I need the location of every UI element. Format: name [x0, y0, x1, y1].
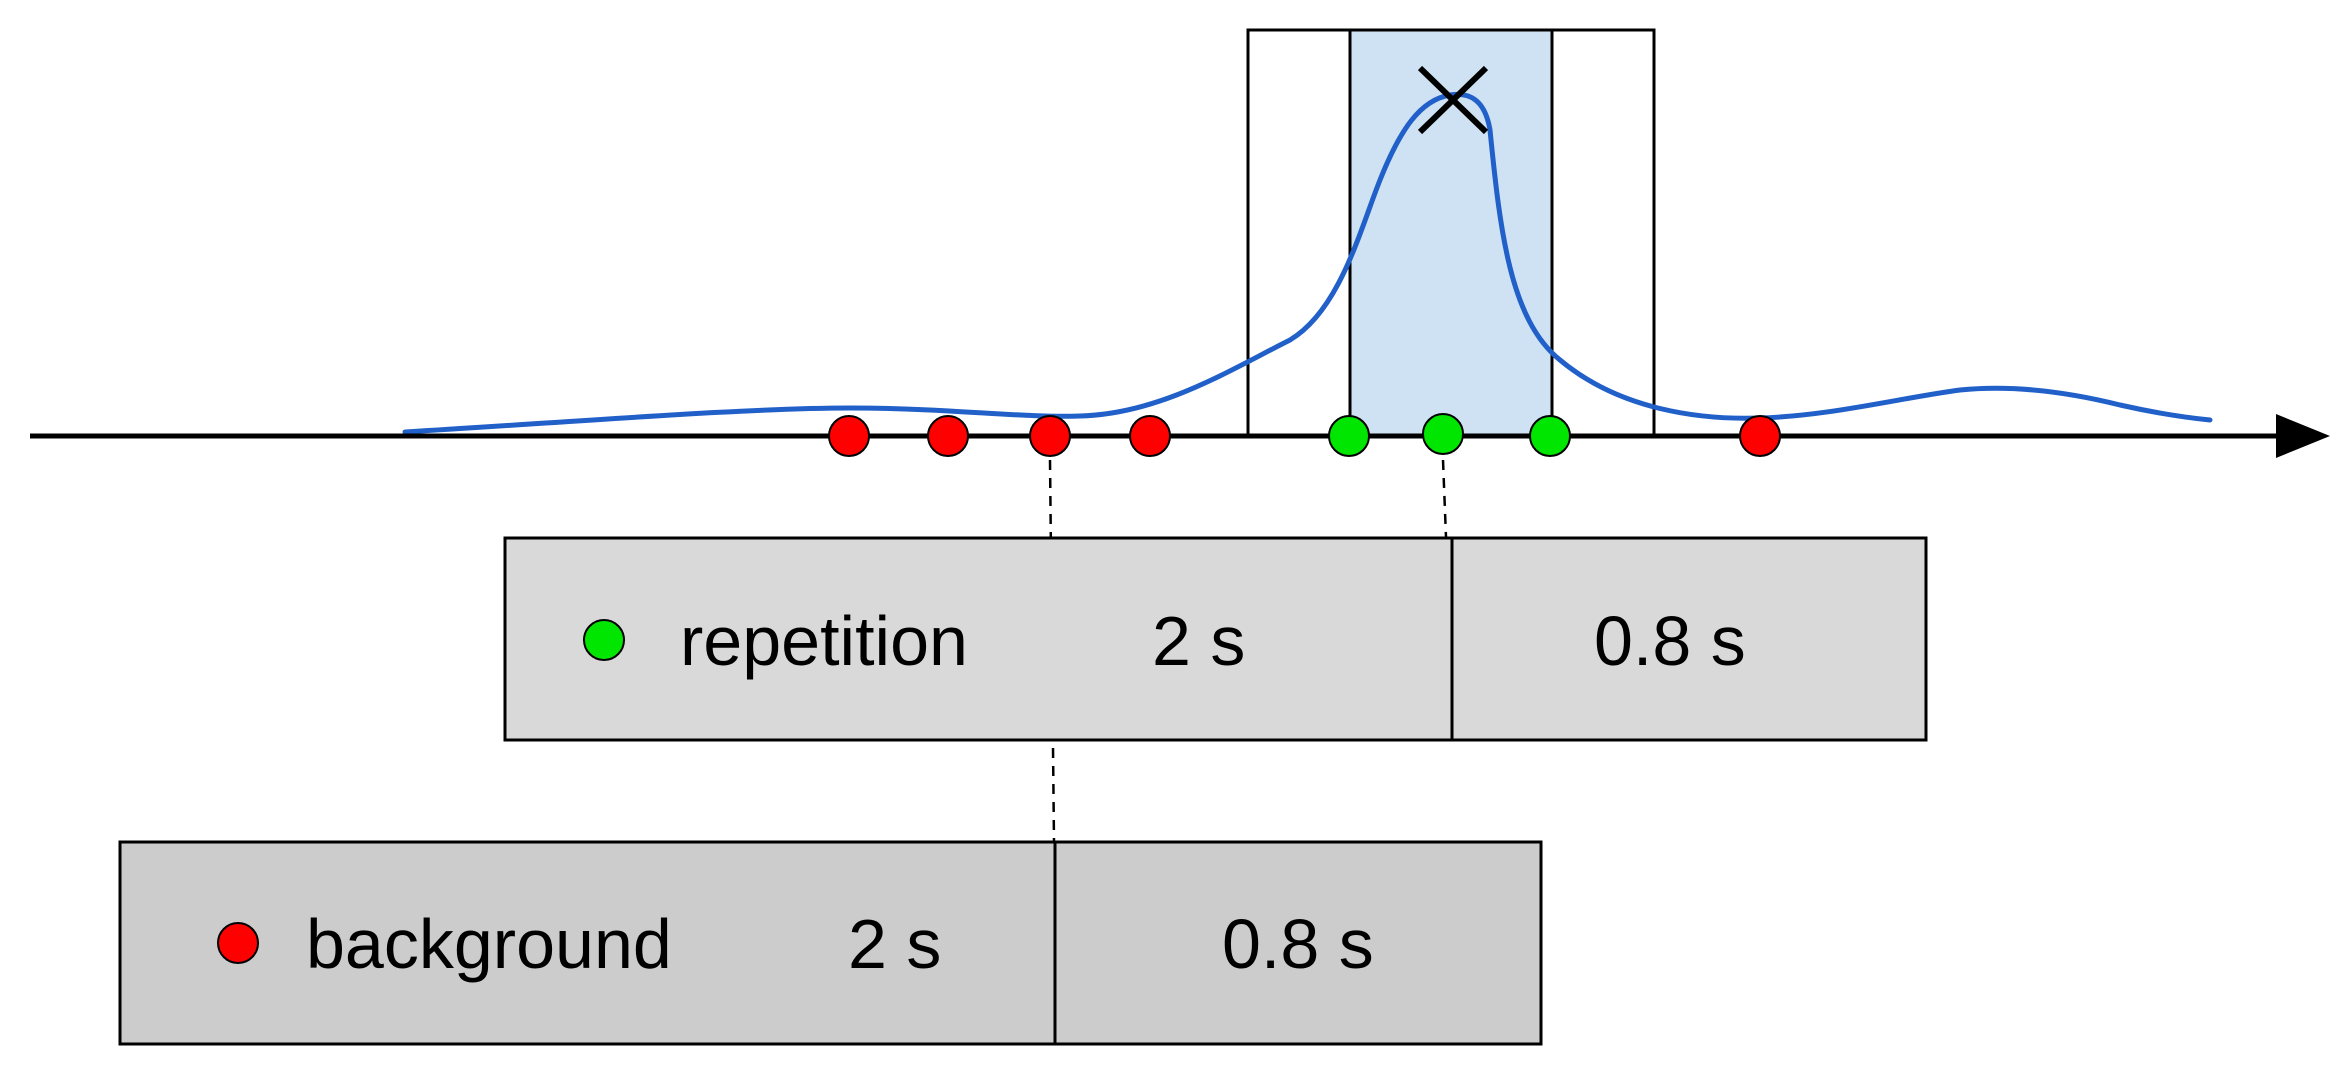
repetition-event — [1422, 413, 1464, 455]
background-event — [1129, 415, 1171, 457]
density-curve — [402, 91, 2213, 435]
arrow-right-icon — [2276, 414, 2330, 458]
background-duration-1: 2 s — [848, 905, 941, 983]
repetition-label: repetition — [680, 602, 968, 680]
background-event — [828, 415, 870, 457]
repetition-duration-2: 0.8 s — [1594, 602, 1746, 680]
background-label: background — [306, 905, 672, 983]
inner-window — [1348, 28, 1554, 438]
repetition-legend-dot — [583, 619, 625, 661]
repetition-event — [1529, 415, 1571, 457]
x-mark-icon — [1417, 65, 1489, 135]
background-segment-0.8s — [1053, 840, 1543, 1046]
background-event — [1029, 415, 1071, 457]
repetition-segment-2s — [503, 536, 1454, 742]
background-duration-2: 0.8 s — [1222, 905, 1374, 983]
background-legend-dot — [217, 922, 259, 964]
repetition-row: repetition 2 s 0.8 s — [503, 536, 1928, 742]
repetition-event — [1328, 415, 1370, 457]
repetition-duration-1: 2 s — [1152, 602, 1245, 680]
background-row: background 2 s 0.8 s — [118, 840, 1543, 1046]
background-event — [1739, 415, 1781, 457]
background-connector — [1048, 459, 1056, 843]
repetition-segment-0.8s — [1450, 536, 1928, 742]
repetition-connector — [1441, 459, 1448, 538]
background-event — [927, 415, 969, 457]
